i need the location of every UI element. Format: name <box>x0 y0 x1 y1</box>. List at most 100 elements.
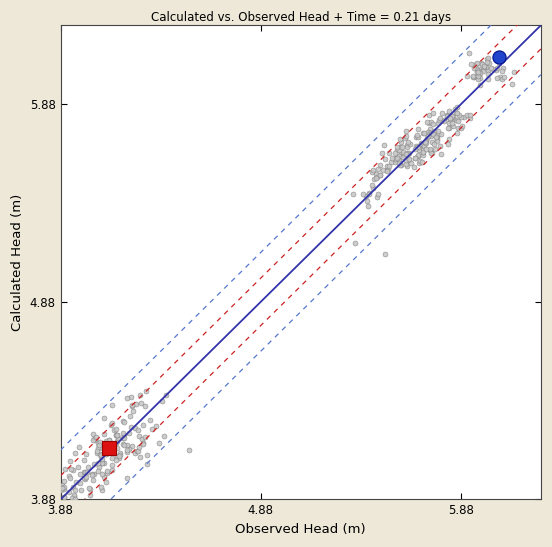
Point <box>439 117 448 125</box>
Point <box>448 121 457 130</box>
Point <box>98 469 107 478</box>
Point <box>120 430 129 439</box>
Point <box>510 67 519 76</box>
Point <box>425 146 434 155</box>
Point <box>447 112 456 120</box>
Point <box>391 154 400 163</box>
Point <box>98 458 107 467</box>
Point <box>89 434 98 443</box>
Point <box>478 60 487 68</box>
Point <box>160 432 168 440</box>
Point <box>82 450 91 459</box>
Point <box>412 131 421 139</box>
Point <box>69 492 78 501</box>
Point <box>126 393 135 401</box>
Point <box>430 127 439 136</box>
Point <box>475 68 484 77</box>
Point <box>437 109 446 118</box>
Point <box>99 458 108 467</box>
Point <box>143 451 152 459</box>
Point <box>81 473 90 481</box>
Point <box>428 137 437 146</box>
Point <box>92 433 100 441</box>
Point <box>464 48 473 57</box>
Point <box>97 458 106 467</box>
Point <box>59 482 68 491</box>
Point <box>452 115 460 124</box>
Point <box>474 75 483 84</box>
Point <box>391 154 400 162</box>
Point <box>448 114 457 123</box>
Point <box>485 59 494 68</box>
Point <box>384 162 393 171</box>
Point <box>442 112 451 121</box>
Point <box>132 446 141 455</box>
Point <box>469 71 477 80</box>
Point <box>411 154 420 162</box>
Point <box>111 430 120 439</box>
Point <box>444 123 453 132</box>
Point <box>407 159 416 168</box>
Point <box>474 68 482 77</box>
Point <box>102 478 110 487</box>
Point <box>363 196 371 205</box>
Point <box>139 421 147 429</box>
Point <box>384 149 393 158</box>
Point <box>93 467 102 475</box>
Point <box>113 430 121 439</box>
Point <box>114 453 123 462</box>
Point <box>453 108 461 117</box>
Point <box>70 491 78 500</box>
Point <box>454 110 463 119</box>
Point <box>71 494 79 503</box>
Point <box>143 460 152 469</box>
Point <box>98 486 107 494</box>
Point <box>445 110 454 119</box>
Point <box>89 475 98 484</box>
Point <box>146 416 155 424</box>
Point <box>396 160 405 169</box>
Point <box>73 463 82 472</box>
Point <box>86 484 94 493</box>
Point <box>374 190 383 199</box>
X-axis label: Observed Head (m): Observed Head (m) <box>235 523 366 536</box>
Point <box>76 469 85 478</box>
Point <box>478 67 487 75</box>
Point <box>100 414 109 423</box>
Point <box>431 133 440 142</box>
Point <box>135 443 144 451</box>
Point <box>405 149 413 158</box>
Point <box>68 482 77 491</box>
Point <box>411 144 420 153</box>
Point <box>157 397 166 405</box>
Point <box>94 441 103 450</box>
Point <box>142 387 151 396</box>
Point <box>367 181 376 189</box>
Point <box>131 423 140 432</box>
Point <box>107 461 116 469</box>
Point <box>432 135 441 143</box>
Point <box>76 479 84 487</box>
Point <box>123 445 131 454</box>
Point <box>454 117 463 125</box>
Point <box>185 445 194 454</box>
Point <box>426 144 434 153</box>
Point <box>426 124 434 133</box>
Point <box>396 138 405 147</box>
Point <box>475 65 484 73</box>
Point <box>60 492 68 501</box>
Point <box>84 484 93 493</box>
Point <box>123 393 131 402</box>
Point <box>105 435 114 444</box>
Point <box>108 465 117 474</box>
Point <box>104 444 113 452</box>
Point <box>67 464 76 473</box>
Point <box>359 190 368 199</box>
Point <box>79 456 88 465</box>
Point <box>124 444 133 453</box>
Point <box>115 450 124 459</box>
Point <box>396 135 405 143</box>
Point <box>469 72 477 81</box>
Point <box>375 171 384 179</box>
Point <box>498 54 507 63</box>
